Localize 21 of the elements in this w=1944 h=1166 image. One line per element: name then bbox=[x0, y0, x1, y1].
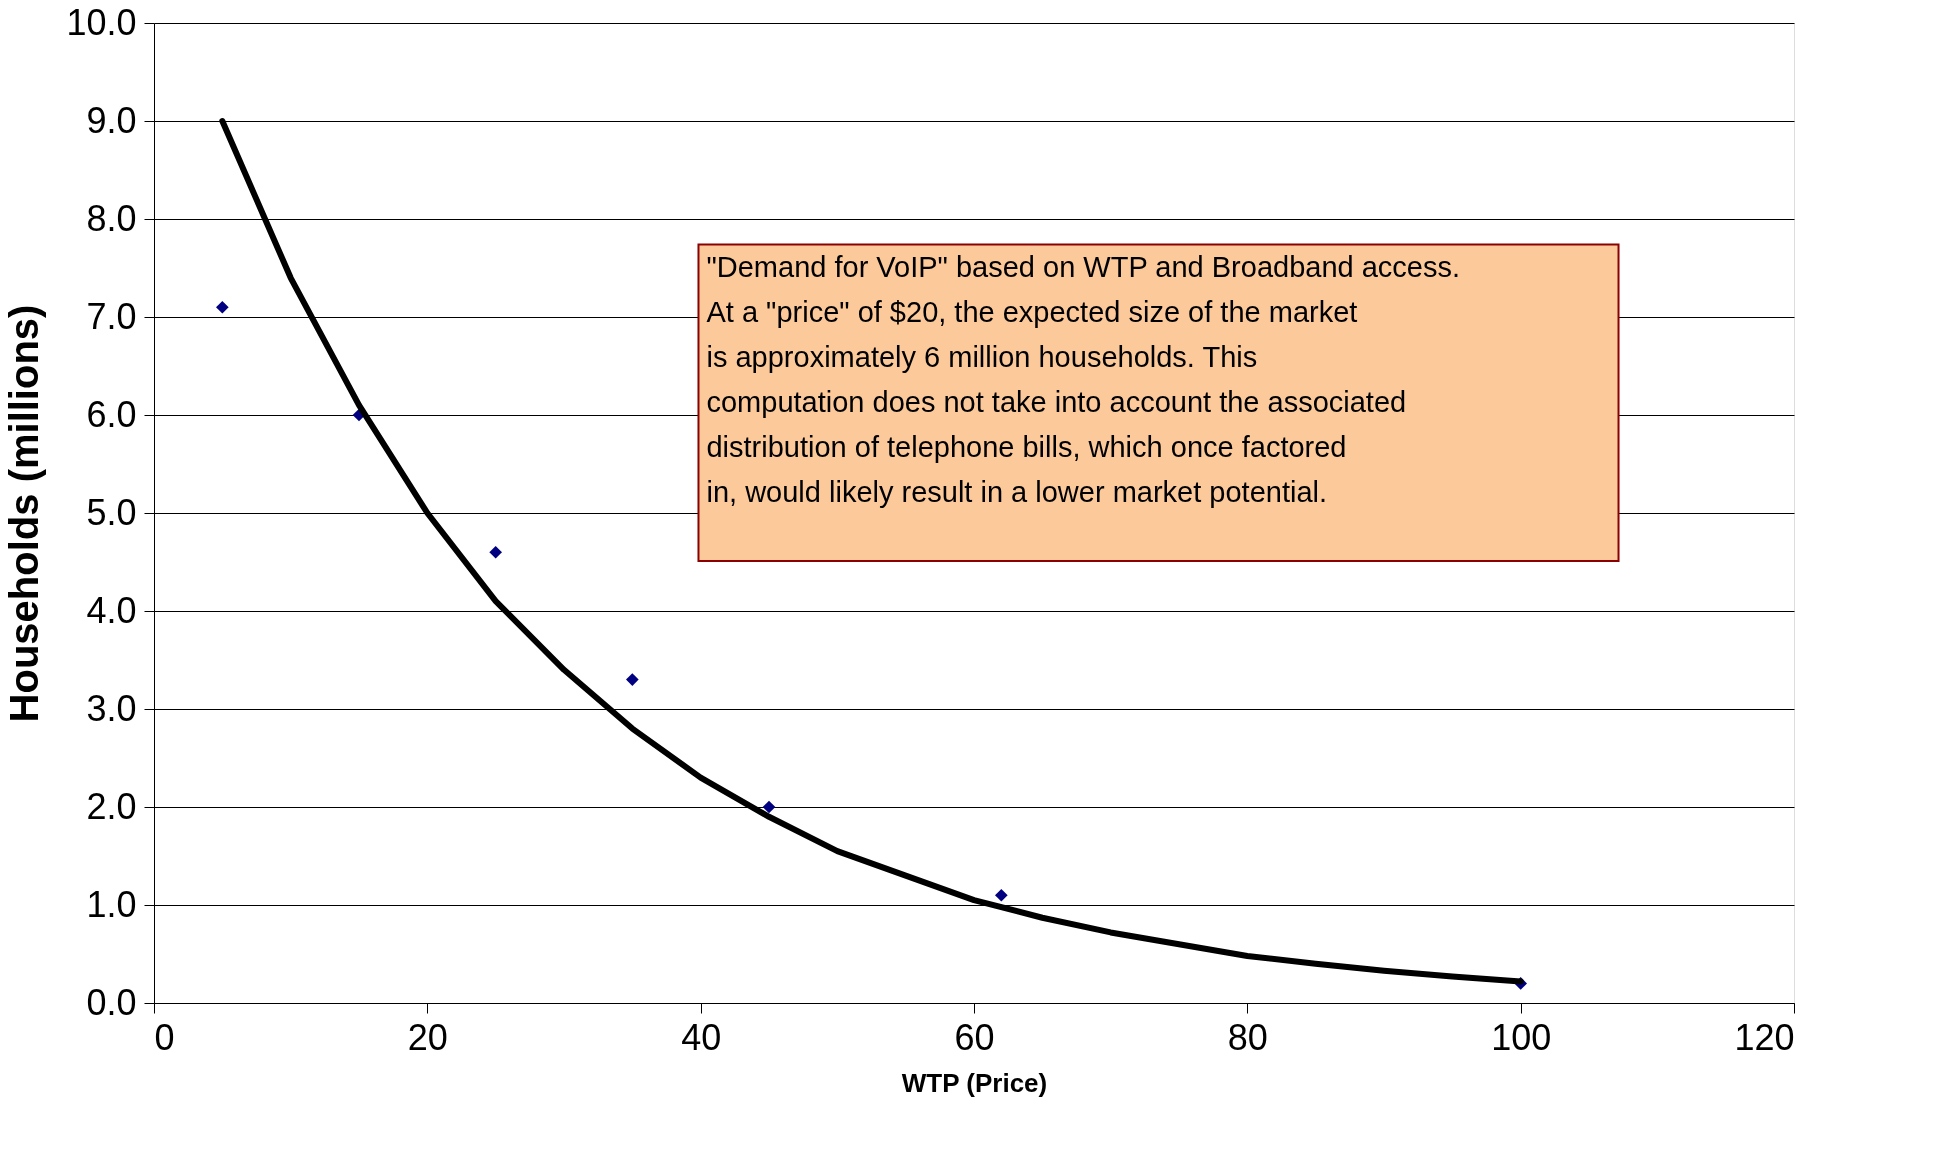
y-tick-label: 10.0 bbox=[66, 1, 137, 43]
annotation: "Demand for VoIP" based on WTP and Broadband access. At a "price" of $20, the expected size of the market is approximately 6 million households. This computation does not take into account the associated distribution of telephone bills, which once factored in, would likely result in a lower market potential. bbox=[706, 251, 1461, 509]
x-tick-label: 20 bbox=[407, 1016, 448, 1058]
x-axis-title: WTP (Price) bbox=[901, 1067, 1048, 1098]
x-tick-label: 100 bbox=[1491, 1016, 1552, 1058]
y-tick-label: 0.0 bbox=[86, 981, 137, 1023]
y-tick-label: 3.0 bbox=[86, 687, 137, 729]
x-tick-label: 40 bbox=[681, 1016, 722, 1058]
y-tick-label: 8.0 bbox=[86, 197, 137, 239]
y-tick-label: 4.0 bbox=[86, 589, 137, 631]
y-tick-label: 7.0 bbox=[86, 295, 137, 337]
y-tick-label: 5.0 bbox=[86, 491, 137, 533]
y-tick-label: 2.0 bbox=[86, 785, 137, 827]
y-tick-label: 9.0 bbox=[86, 99, 137, 141]
x-tick-label: 120 bbox=[1734, 1016, 1795, 1058]
x-tick-label: 60 bbox=[954, 1016, 995, 1058]
x-tick-label: 0 bbox=[154, 1016, 175, 1058]
y-axis-title: Households (millions) bbox=[2, 304, 47, 723]
x-tick-label: 80 bbox=[1227, 1016, 1268, 1058]
y-tick-label: 6.0 bbox=[86, 393, 137, 435]
y-tick-label: 1.0 bbox=[86, 883, 137, 925]
